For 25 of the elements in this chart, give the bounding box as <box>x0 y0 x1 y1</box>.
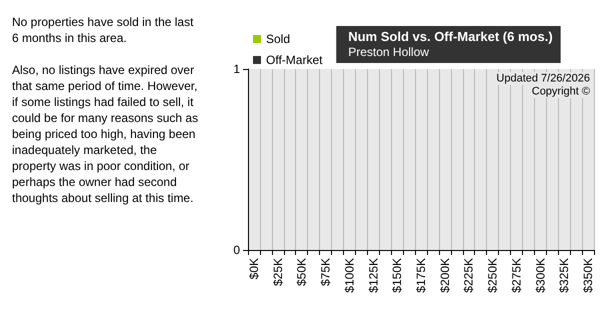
x-tick-label: $250K <box>486 258 500 293</box>
x-tick-label: $275K <box>509 258 524 293</box>
text: Also, no listings have expired over that same period of time. However, if some listings had failed to sell, it could be for many reasons such as being priced too high, having been inadequately marketed, the property was in poor condition, or perhaps the owner had second thoughts about selling at this time. <box>12 63 198 205</box>
x-tick-label: $100K <box>342 258 356 293</box>
x-tick-label: $0K <box>246 258 261 280</box>
annotation: Updated 7/26/2026 <box>496 72 590 84</box>
x-tick-label: $125K <box>366 258 380 293</box>
text: No properties have sold in the last 6 months in this area. <box>12 15 197 45</box>
x-tick-label: $325K <box>557 258 572 293</box>
legend-label: Sold <box>266 32 290 46</box>
annotation: Copyright © <box>532 86 590 98</box>
x-tick-label: $150K <box>390 258 404 293</box>
x-tick-label: $75K <box>318 258 333 286</box>
x-tick-label: $175K <box>414 258 428 293</box>
legend-label: Off-Market <box>266 53 324 67</box>
chart-subtitle: Preston Hollow <box>348 45 430 59</box>
x-tick-label: $300K <box>533 258 548 293</box>
x-tick-label: $50K <box>294 258 309 286</box>
x-tick-label: $350K <box>581 258 596 293</box>
x-tick-label: $225K <box>462 258 476 293</box>
x-tick-label: $25K <box>270 258 285 286</box>
chart-title: Num Sold vs. Off-Market (6 mos.) <box>348 29 553 44</box>
y-tick-label: 0 <box>233 243 240 257</box>
y-tick-label: 1 <box>233 62 240 76</box>
x-tick-label: $200K <box>438 258 452 293</box>
